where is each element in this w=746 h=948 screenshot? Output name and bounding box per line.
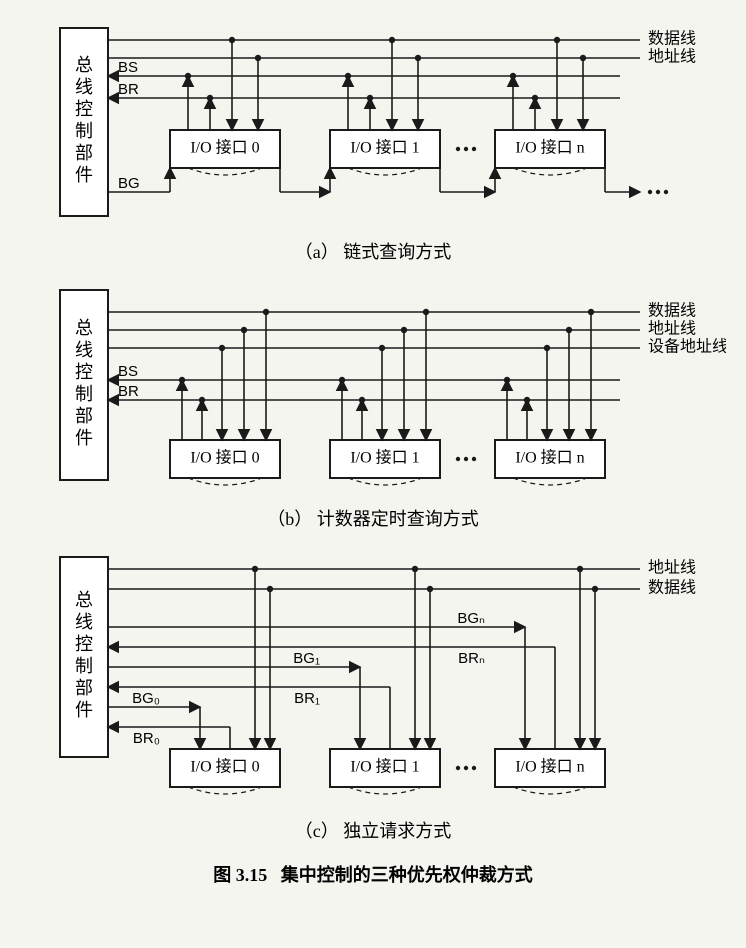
svg-text:I/O 接口 1: I/O 接口 1 [350, 758, 419, 776]
svg-text:制: 制 [75, 121, 93, 141]
svg-text:I/O 接口 n: I/O 接口 n [515, 139, 584, 157]
figure-number: 图 3.15 [213, 865, 267, 885]
svg-text:BR₁: BR₁ [294, 690, 320, 707]
svg-text:制: 制 [75, 384, 93, 404]
svg-text:BR: BR [118, 81, 139, 98]
svg-text:控: 控 [75, 634, 93, 654]
figure-caption: 图 3.15 集中控制的三种优先权仲裁方式 [20, 861, 726, 887]
svg-text:部: 部 [75, 678, 93, 698]
svg-text:BS: BS [118, 363, 138, 380]
svg-text:数据线: 数据线 [648, 30, 696, 48]
svg-text:I/O 接口 0: I/O 接口 0 [190, 139, 259, 157]
caption-a: （a） 链式查询方式 [20, 238, 726, 264]
svg-text:BS: BS [118, 59, 138, 76]
svg-text:I/O 接口 0: I/O 接口 0 [190, 758, 259, 776]
svg-text:部: 部 [75, 143, 93, 163]
svg-text:BGₙ: BGₙ [457, 610, 485, 627]
caption-c: （c） 独立请求方式 [20, 817, 726, 843]
svg-text:总: 总 [75, 318, 93, 338]
svg-text:I/O 接口 n: I/O 接口 n [515, 758, 584, 776]
svg-text:BG: BG [118, 175, 140, 192]
svg-text:件: 件 [75, 700, 93, 720]
svg-text:地址线: 地址线 [648, 48, 696, 66]
svg-text:线: 线 [75, 612, 93, 632]
svg-text:BR₀: BR₀ [133, 730, 160, 747]
figure-title: 集中控制的三种优先权仲裁方式 [281, 865, 533, 885]
svg-text:部: 部 [75, 406, 93, 426]
svg-text:地址线: 地址线 [648, 320, 696, 338]
svg-text:BRₙ: BRₙ [458, 650, 485, 667]
caption-b: （b） 计数器定时查询方式 [20, 505, 726, 531]
svg-text:件: 件 [75, 165, 93, 185]
svg-text:控: 控 [75, 99, 93, 119]
svg-text:地址线: 地址线 [648, 559, 696, 577]
svg-text:BG₁: BG₁ [293, 650, 320, 667]
svg-text:制: 制 [75, 656, 93, 676]
svg-text:数据线: 数据线 [648, 302, 696, 320]
svg-text:BR: BR [118, 383, 139, 400]
figure-container: 总线控制部件数据线地址线BSBRBGI/O 接口 0I/O 接口 1I/O 接口… [20, 20, 726, 887]
svg-text:件: 件 [75, 428, 93, 448]
svg-text:I/O 接口 1: I/O 接口 1 [350, 139, 419, 157]
svg-text:I/O 接口 n: I/O 接口 n [515, 449, 584, 467]
svg-text:总: 总 [75, 55, 93, 75]
svg-text:线: 线 [75, 77, 93, 97]
diagram-c: 总线控制部件 地址线数据线 BG₀ BR₀ BG₁ BR₁ BGₙ BRₙ I/O 接口 0 I/… [20, 549, 726, 809]
svg-text:BG₀: BG₀ [132, 690, 160, 707]
svg-text:I/O 接口 1: I/O 接口 1 [350, 449, 419, 467]
svg-text:总: 总 [75, 590, 93, 610]
svg-text:数据线: 数据线 [648, 579, 696, 597]
svg-text:I/O 接口 0: I/O 接口 0 [190, 449, 259, 467]
svg-text:控: 控 [75, 362, 93, 382]
svg-text:线: 线 [75, 340, 93, 360]
diagram-b: 总线控制部件 数据线地址线设备地址线 BS BR I/O 接口 0 I/O 接口 1 I/O… [20, 282, 726, 497]
diagram-a: 总线控制部件 数据线地址线 BS BR BG I/O 接口 0 I/O 接口 1 I/O 接口… [20, 20, 726, 230]
svg-text:设备地址线: 设备地址线 [648, 338, 726, 356]
